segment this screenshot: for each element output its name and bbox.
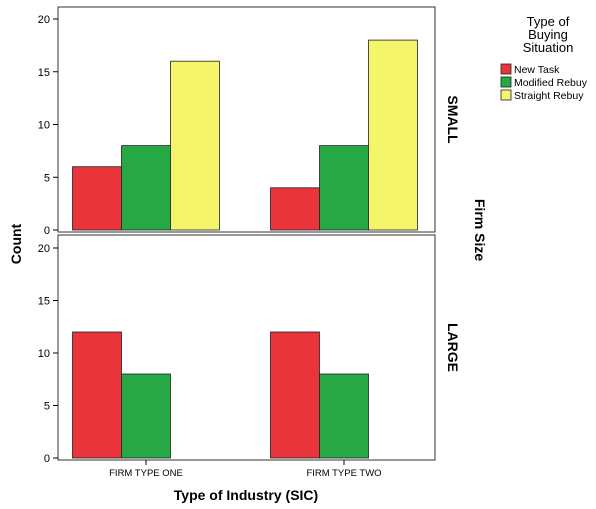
panel-label-large: LARGE — [445, 323, 461, 372]
y-tick-label: 0 — [44, 453, 50, 465]
chart-panels: 0 5 10 15 20 SMALL 0 5 10 15 20 LARGE FIRM TYPE ONE F… — [38, 6, 461, 479]
legend-label: Straight Rebuy — [514, 90, 584, 102]
y-tick-label: 5 — [44, 172, 50, 184]
y-tick-label: 20 — [38, 14, 50, 26]
y-tick-label: 0 — [44, 225, 50, 237]
bar-small-straight-rebuy-2 — [368, 39, 418, 231]
panel-small: 0 5 10 15 20 SMALL — [38, 6, 461, 237]
bar-small-new-task-2 — [270, 187, 320, 231]
legend-title-line: Buying — [528, 27, 568, 42]
legend-title-line: Type of — [527, 14, 570, 29]
bar-large-new-task-2 — [270, 331, 320, 459]
y-tick-label: 10 — [38, 120, 50, 132]
facet-axis-title: Firm Size — [472, 199, 488, 261]
bar-large-modified-rebuy-2 — [319, 373, 369, 459]
x-axis-title: Type of Industry (SIC) — [174, 487, 318, 503]
bar-small-modified-rebuy-2 — [319, 145, 369, 231]
y-tick-label: 10 — [38, 348, 50, 360]
panel-large: 0 5 10 15 20 LARGE — [38, 234, 461, 465]
bar-small-straight-rebuy-1 — [170, 60, 220, 231]
x-tick-label: FIRM TYPE ONE — [109, 468, 183, 479]
y-tick-label: 5 — [44, 401, 50, 413]
legend-title-line: Situation — [523, 40, 574, 55]
y-tick-label: 20 — [38, 243, 50, 255]
y-tick-label: 15 — [38, 67, 50, 79]
bar-small-modified-rebuy-1 — [121, 145, 171, 231]
bar-small-new-task-1 — [72, 166, 122, 231]
legend-swatch — [500, 76, 512, 88]
legend-label: Modified Rebuy — [514, 77, 588, 89]
panel-label-small: SMALL — [445, 95, 461, 144]
legend-label: New Task — [514, 64, 560, 76]
y-axis-title: Count — [8, 223, 24, 264]
bar-large-new-task-1 — [72, 331, 122, 459]
y-tick-label: 15 — [38, 296, 50, 308]
legend-swatch — [500, 63, 512, 75]
x-tick-label: FIRM TYPE TWO — [306, 468, 381, 479]
legend-swatch — [500, 89, 512, 101]
bar-large-modified-rebuy-1 — [121, 373, 171, 459]
